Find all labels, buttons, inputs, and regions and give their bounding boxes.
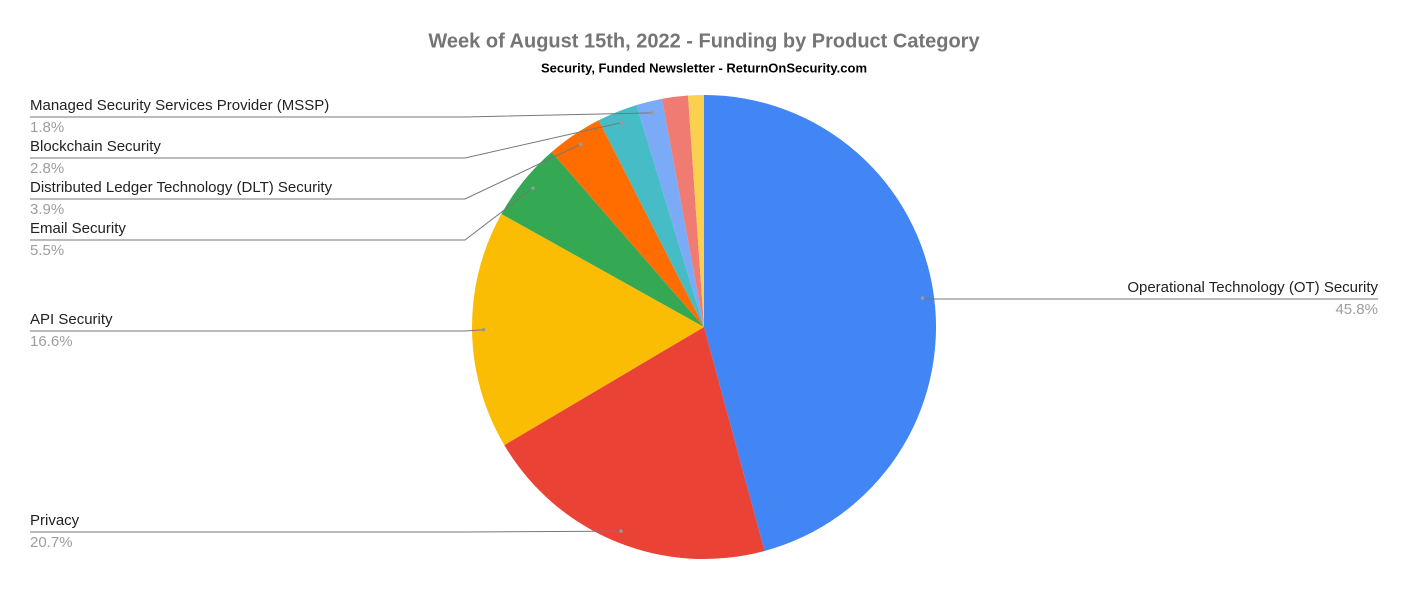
slice-value-label: 16.6%	[30, 333, 73, 350]
leader-dot	[650, 111, 654, 115]
leader-dot	[481, 327, 486, 332]
pie-slice	[636, 98, 704, 327]
slice-value-label: 1.8%	[30, 119, 64, 136]
slice-label: Privacy	[30, 512, 80, 529]
slice-value-label: 45.8%	[1335, 301, 1378, 318]
leader-dot	[531, 186, 535, 190]
slice-value-label: 3.9%	[30, 201, 64, 218]
leader-dot	[619, 529, 623, 533]
pie-slice	[687, 95, 704, 327]
slice-label: Operational Technology (OT) Security	[1127, 279, 1378, 296]
chart-title: Week of August 15th, 2022 - Funding by P…	[428, 30, 980, 52]
leader-line	[30, 143, 581, 200]
chart-subtitle: Security, Funded Newsletter - ReturnOnSe…	[541, 60, 867, 75]
pie-slice	[472, 213, 704, 446]
leader-dot	[920, 296, 925, 300]
leader-line	[921, 298, 1378, 300]
pie-slice	[661, 95, 704, 328]
leader-dot	[619, 120, 624, 125]
leader-line	[30, 187, 534, 241]
slice-label: API Security	[30, 311, 113, 328]
slice-label: Email Security	[30, 220, 126, 237]
slice-label: Distributed Ledger Technology (DLT) Secu…	[30, 179, 333, 196]
slice-label: Blockchain Security	[30, 138, 161, 155]
leader-line	[30, 112, 652, 118]
pie-slice	[501, 152, 704, 327]
leader-line	[30, 122, 622, 159]
slice-value-label: 2.8%	[30, 160, 64, 177]
slice-value-label: 5.5%	[30, 242, 64, 259]
leader-line	[30, 329, 484, 332]
slice-label: Managed Security Services Provider (MSSP…	[30, 97, 329, 114]
pie-slice	[598, 105, 704, 327]
leader-line	[30, 530, 621, 533]
leader-dot	[578, 142, 583, 147]
pie-slice	[704, 95, 937, 551]
pie-slice	[551, 120, 704, 327]
slice-value-label: 20.7%	[30, 534, 73, 551]
pie-slice	[504, 327, 765, 559]
